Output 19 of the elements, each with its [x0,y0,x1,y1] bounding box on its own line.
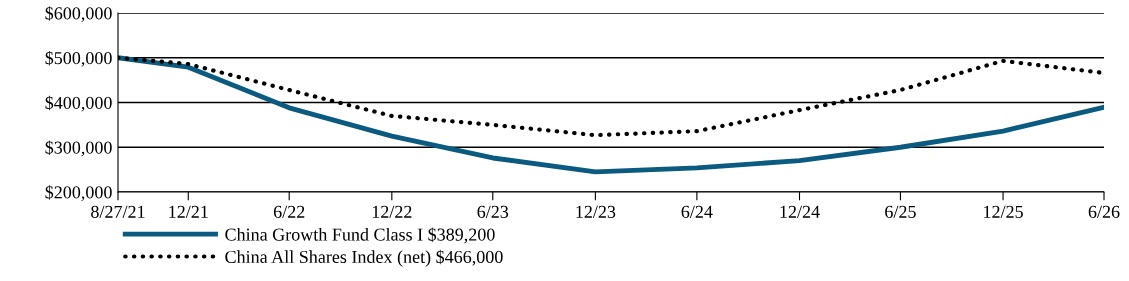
x-tick-label: 6/25 [885,205,916,218]
x-tick-label: 6/22 [273,205,305,218]
x-tick-label: 12/24 [780,205,820,218]
y-tick-label: $400,000 [45,95,112,112]
legend-label: China All Shares Index (net) $466,000 [225,249,503,267]
x-tick-label: 12/22 [372,205,412,218]
line-series [118,55,1104,175]
x-tick-label: 8/27/21 [91,205,145,218]
x-tick-label: 6/23 [477,205,509,218]
x-tick-label: 12/23 [576,205,616,218]
x-tick-label: 12/21 [169,205,208,218]
x-tick-label: 6/26 [1088,205,1120,218]
y-tick-label: $500,000 [45,50,112,67]
y-tick-label: $600,000 [45,6,112,23]
x-tick-label: 12/25 [984,205,1023,218]
y-tick-label: $200,000 [45,185,112,202]
legend-label: China Growth Fund Class I $389,200 [225,227,495,244]
x-tick-label: 6/24 [681,205,713,218]
y-tick-label: $300,000 [45,140,112,157]
